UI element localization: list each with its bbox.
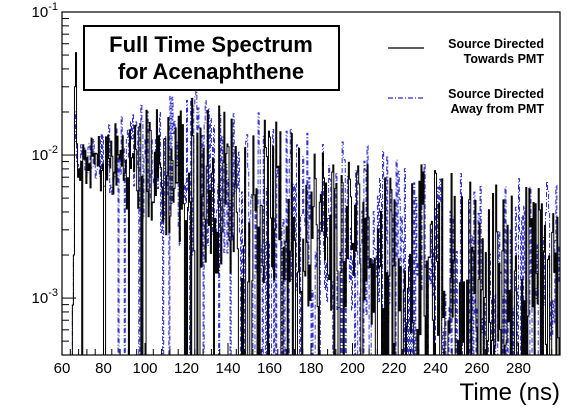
x-tick-label: 240: [423, 360, 448, 377]
legend-background: [384, 30, 552, 122]
y-tick-label: 10-2: [32, 144, 58, 164]
title-line-2: for Acenaphthene: [118, 59, 304, 84]
title-line-1: Full Time Spectrum: [109, 32, 313, 57]
x-tick-label: 280: [506, 360, 531, 377]
legend-label-towards-line-1: Source Directed: [448, 37, 544, 51]
y-tick-label: 10-1: [32, 1, 58, 21]
x-tick-label: 260: [464, 360, 489, 377]
legend-label-away-line-1: Source Directed: [448, 87, 544, 101]
x-tick-label: 80: [95, 360, 112, 377]
title-box: Full Time Spectrum for Acenaphthene: [83, 25, 340, 91]
axes-layer: 60 80 100 120 140 160 180 200 220 240 260 280 10-1 10…: [32, 1, 561, 406]
y-tick-label: 10-3: [32, 287, 58, 307]
x-tick-label: 200: [340, 360, 365, 377]
legend-label-towards-line-2: Towards PMT: [464, 52, 545, 66]
series-away-from-pmt-line: [71, 90, 561, 356]
x-tick-label: 220: [381, 360, 406, 377]
x-tick-label: 120: [174, 360, 199, 377]
x-tick-label: 60: [54, 360, 71, 377]
x-tick-label: 180: [298, 360, 323, 377]
legend-label-away-line-2: Away from PMT: [450, 102, 544, 116]
title-box-frame: [83, 25, 340, 91]
x-axis-label: Time (ns): [460, 379, 560, 406]
series-layer: [71, 52, 561, 356]
x-tick-label: 100: [132, 360, 157, 377]
legend: Source Directed Towards PMT Source Direc…: [384, 30, 552, 122]
x-tick-label: 140: [215, 360, 240, 377]
series-towards-pmt-line: [71, 52, 561, 356]
x-tick-label: 160: [257, 360, 282, 377]
